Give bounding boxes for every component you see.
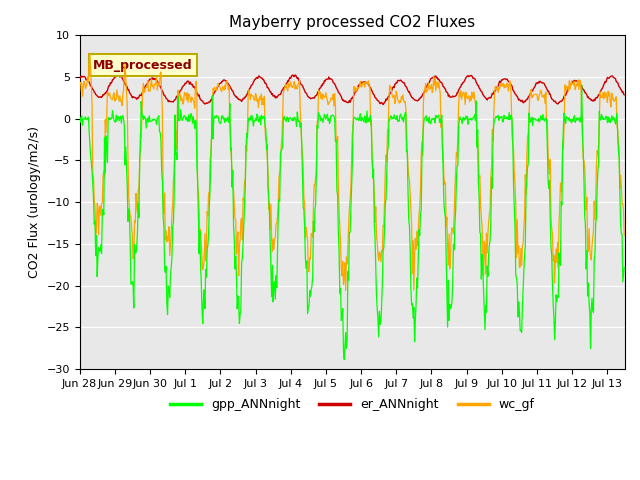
Text: MB_processed: MB_processed — [93, 59, 193, 72]
Legend: gpp_ANNnight, er_ANNnight, wc_gf: gpp_ANNnight, er_ANNnight, wc_gf — [164, 393, 540, 416]
Y-axis label: CO2 Flux (urology/m2/s): CO2 Flux (urology/m2/s) — [28, 126, 41, 278]
Title: Mayberry processed CO2 Fluxes: Mayberry processed CO2 Fluxes — [229, 15, 476, 30]
